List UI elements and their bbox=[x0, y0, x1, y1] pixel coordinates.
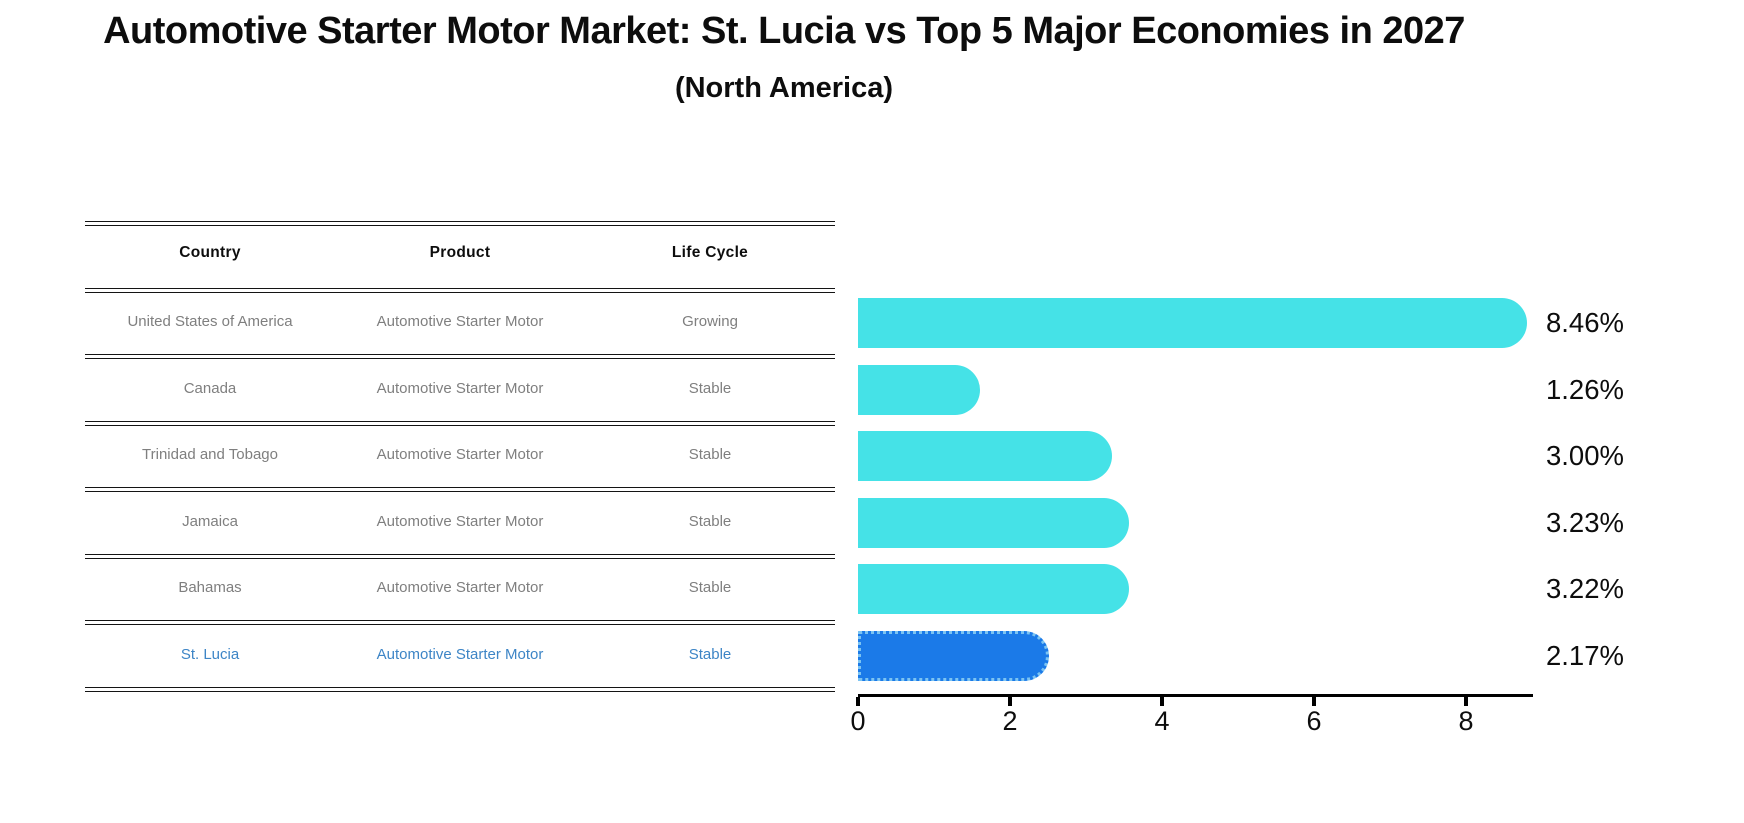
bar bbox=[858, 564, 1129, 614]
x-axis-tick-label: 4 bbox=[1154, 706, 1170, 736]
x-axis-tick bbox=[856, 697, 860, 706]
x-axis-tick-label: 6 bbox=[1306, 706, 1322, 736]
table-rule bbox=[85, 620, 835, 625]
table-cell-product: Automotive Starter Motor bbox=[376, 446, 544, 463]
table-cell-lifecycle: Stable bbox=[688, 446, 732, 463]
table-rule bbox=[85, 354, 835, 359]
table-cell-product: Automotive Starter Motor bbox=[376, 313, 544, 330]
table-cell-lifecycle: Growing bbox=[682, 313, 738, 330]
bar-value-label: 1.26% bbox=[1546, 373, 1624, 405]
bar-value-label: 8.46% bbox=[1546, 307, 1624, 338]
bar bbox=[858, 431, 1112, 481]
bar bbox=[858, 497, 1129, 548]
bar bbox=[858, 364, 980, 415]
x-axis-line bbox=[858, 693, 1533, 697]
table-cell-product: Automotive Starter Motor bbox=[376, 512, 544, 530]
x-axis-tick-label: 0 bbox=[850, 706, 866, 736]
column-header-product: Product bbox=[429, 244, 491, 261]
column-header-country: Country bbox=[179, 244, 241, 261]
table-cell-product: Automotive Starter Motor bbox=[376, 379, 544, 397]
table-cell-product: Automotive Starter Motor bbox=[376, 645, 544, 663]
table-cell-country: Trinidad and Tobago bbox=[142, 446, 278, 463]
table-rule bbox=[85, 220, 835, 226]
table-rule bbox=[85, 420, 835, 426]
table-cell-lifecycle: Stable bbox=[688, 645, 732, 663]
table-cell-country: Jamaica bbox=[182, 512, 238, 530]
table-rule bbox=[85, 686, 835, 692]
bar-value-label: 3.23% bbox=[1546, 506, 1624, 538]
table-cell-country: United States of America bbox=[127, 313, 293, 330]
table-rule bbox=[85, 553, 835, 559]
table-cell-country: Bahamas bbox=[178, 579, 242, 596]
bar bbox=[858, 298, 1527, 348]
table-rule bbox=[85, 487, 835, 492]
table-cell-product: Automotive Starter Motor bbox=[376, 579, 544, 596]
x-axis-tick bbox=[1312, 697, 1316, 706]
table-cell-country: St. Lucia bbox=[180, 645, 240, 663]
x-axis-tick bbox=[1160, 697, 1164, 706]
bar-value-label: 3.00% bbox=[1546, 440, 1624, 471]
table-cell-country: Canada bbox=[183, 379, 237, 397]
chart-title: Automotive Starter Motor Market: St. Luc… bbox=[103, 10, 1465, 52]
x-axis-tick-label: 2 bbox=[1002, 706, 1018, 736]
column-header-lifecycle: Life Cycle bbox=[671, 244, 749, 261]
x-axis-tick-label: 8 bbox=[1458, 706, 1474, 736]
x-axis-tick bbox=[1008, 697, 1012, 706]
bar-value-label: 3.22% bbox=[1546, 573, 1624, 604]
table-cell-lifecycle: Stable bbox=[688, 579, 732, 596]
bar-value-label: 2.17% bbox=[1546, 639, 1624, 671]
table-cell-lifecycle: Stable bbox=[688, 379, 732, 397]
table-cell-lifecycle: Stable bbox=[688, 512, 732, 530]
bar-highlight bbox=[858, 630, 1049, 681]
x-axis-tick bbox=[1464, 697, 1468, 706]
table-rule bbox=[85, 287, 835, 293]
chart-subtitle: (North America) bbox=[674, 72, 894, 104]
